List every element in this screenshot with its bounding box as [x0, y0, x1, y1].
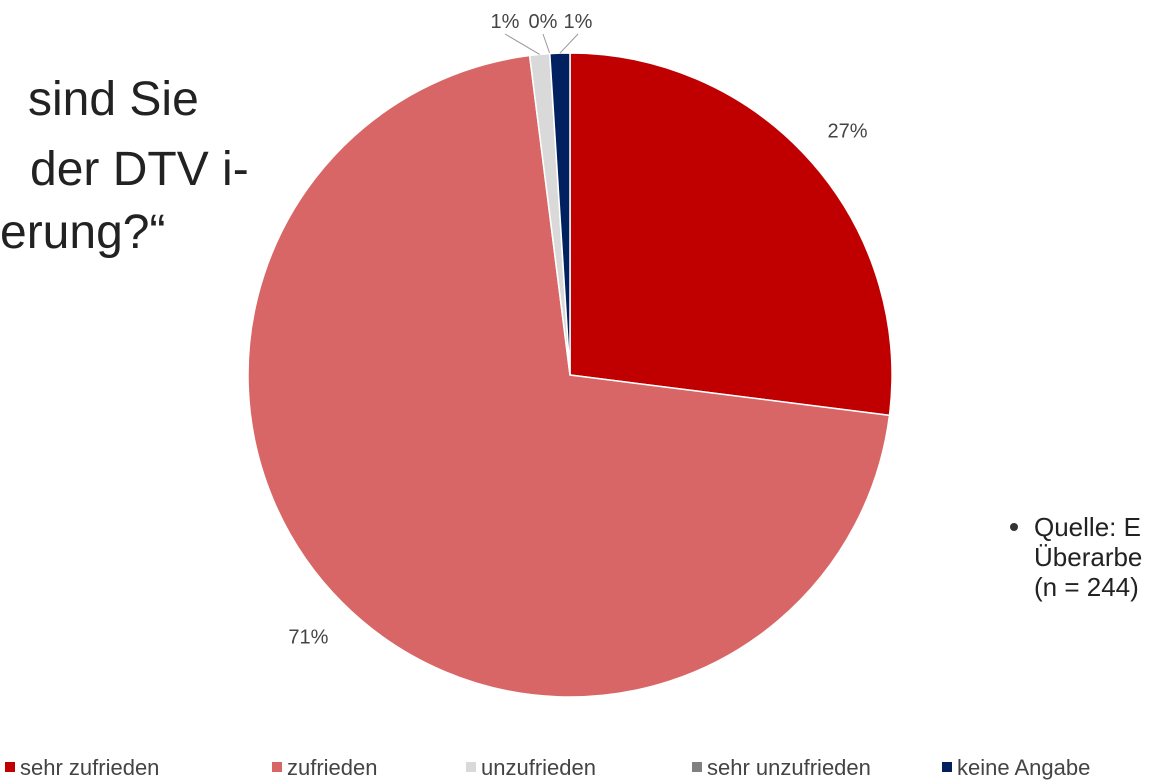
legend-marker	[942, 762, 952, 772]
source-line: (n = 244)	[1034, 572, 1139, 602]
title-line: der DTV i-	[30, 143, 249, 196]
data-label: 27%	[828, 120, 868, 142]
legend-label: sehr unzufrieden	[707, 755, 871, 780]
legend-marker	[5, 762, 15, 772]
legend-label: sehr zufrieden	[20, 755, 159, 780]
leader-line	[504, 33, 540, 55]
data-label: 71%	[288, 627, 328, 649]
legend-marker	[272, 762, 282, 772]
title-line: erung?“	[0, 206, 165, 259]
leader-line	[542, 33, 551, 54]
data-label: 1%	[564, 11, 593, 33]
bullet	[1010, 523, 1018, 531]
legend-label: zufrieden	[287, 755, 378, 780]
data-label: 1%	[491, 11, 520, 33]
pie-slice	[247, 54, 891, 698]
legend-label: unzufrieden	[481, 755, 596, 780]
title-line: sind Sie	[28, 73, 199, 126]
legend-label: keine Angabe	[957, 755, 1090, 780]
legend-marker	[692, 762, 702, 772]
source-line: Quelle: E	[1034, 512, 1141, 542]
data-label: 0%	[529, 11, 558, 33]
pie-slice	[548, 52, 571, 376]
legend-marker	[466, 762, 476, 772]
leader-line	[559, 33, 579, 54]
pie-slice	[569, 52, 893, 417]
source-line: Überarbe	[1034, 542, 1142, 572]
